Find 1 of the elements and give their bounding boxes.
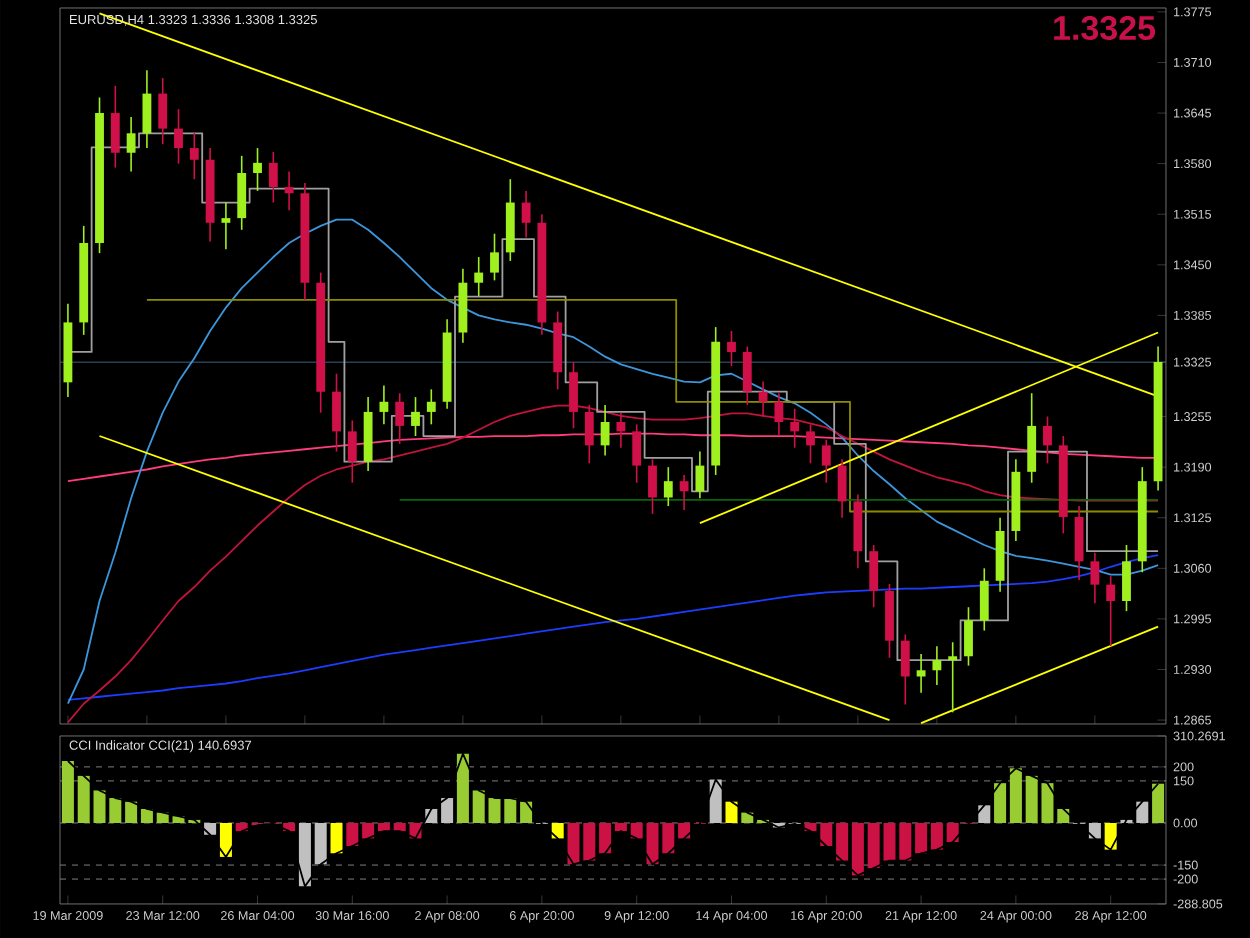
annotation: 1.3325 bbox=[1054, 15, 1156, 41]
